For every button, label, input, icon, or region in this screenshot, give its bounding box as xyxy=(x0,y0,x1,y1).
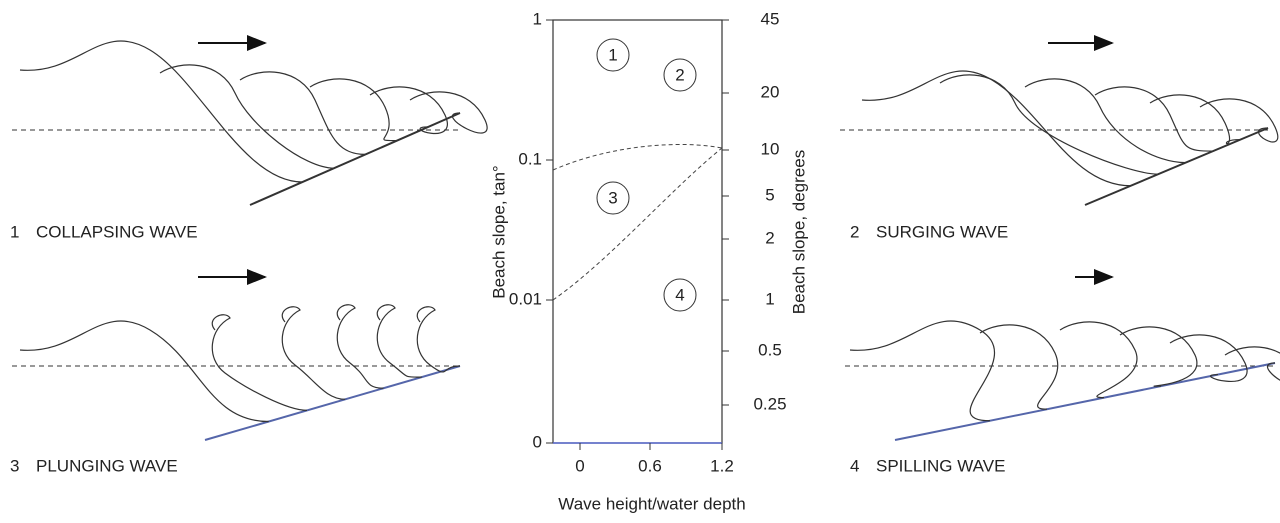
wave-profile xyxy=(19,40,303,183)
wave-profile xyxy=(1169,334,1248,382)
wave-profile xyxy=(849,320,995,422)
region-marker xyxy=(596,181,630,215)
wave-profile xyxy=(239,71,366,155)
wave-profile xyxy=(376,304,422,378)
y2-tick-label: 10 xyxy=(761,139,780,158)
y2-tick-label: 1 xyxy=(765,289,774,308)
y2-tick-label: 5 xyxy=(765,185,774,204)
wave-panel: 2 SURGING WAVE xyxy=(840,35,1279,241)
y2-tick-label: 45 xyxy=(761,9,780,28)
panel-label: PLUNGING WAVE xyxy=(36,456,178,475)
y2-tick-label: 0.25 xyxy=(753,394,786,413)
wave-profile xyxy=(1199,98,1279,143)
x-tick-label: 1.2 xyxy=(710,456,734,475)
panel-number: 3 xyxy=(10,456,19,475)
beach-line xyxy=(894,362,1276,441)
y2-axis-label: Beach slope, degrees xyxy=(789,150,808,314)
wave-panel: 1 COLLAPSING WAVE xyxy=(10,35,488,241)
y2-tick-label: 2 xyxy=(765,228,774,247)
panel-number: 2 xyxy=(850,222,859,241)
wave-profile xyxy=(336,304,384,389)
boundary-curve xyxy=(552,147,723,301)
panel-number: 1 xyxy=(10,222,19,241)
beach-line xyxy=(1084,127,1269,206)
y-tick-label: 0 xyxy=(533,432,542,451)
wave-profile xyxy=(939,74,1159,175)
beach-line xyxy=(249,112,461,206)
panel-number: 4 xyxy=(850,456,859,475)
x-tick-label: 0.6 xyxy=(638,456,662,475)
y-axis-label: Beach slope, tan° xyxy=(489,165,508,298)
region-label: 4 xyxy=(675,285,684,304)
wave-profile xyxy=(369,86,448,135)
region-label: 3 xyxy=(608,188,617,207)
y-tick-label: 0.01 xyxy=(509,289,542,308)
region-label: 2 xyxy=(675,65,684,84)
region-label: 1 xyxy=(608,45,617,64)
wave-profile xyxy=(1149,94,1241,145)
region-marker xyxy=(663,278,697,312)
wave-profile xyxy=(309,78,398,142)
region-marker xyxy=(663,58,697,92)
wave-profile xyxy=(1059,321,1138,399)
x-axis-label: Wave height/water depth xyxy=(558,494,745,513)
wave-profile xyxy=(19,320,269,423)
y2-tick-label: 20 xyxy=(761,82,780,101)
chart-frame xyxy=(552,19,723,444)
panel-label: COLLAPSING WAVE xyxy=(36,222,198,241)
region-marker xyxy=(596,38,630,72)
wave-profile xyxy=(211,314,308,411)
y2-tick-label: 0.5 xyxy=(758,340,782,359)
wave-profile xyxy=(159,64,335,169)
wave-profile xyxy=(979,324,1059,410)
beach-line xyxy=(204,365,461,441)
boundary-curve xyxy=(552,143,723,171)
wave-profile xyxy=(409,91,488,134)
wave-profile xyxy=(1224,346,1280,381)
wave-profile xyxy=(1119,326,1198,387)
chart: Beach slope, tan° Beach slope, degrees W… xyxy=(489,9,808,513)
wave-panel: 3 PLUNGING WAVE xyxy=(10,269,461,475)
panel-label: SPILLING WAVE xyxy=(876,456,1005,475)
wave-profile xyxy=(416,306,461,373)
wave-profile xyxy=(1024,78,1186,164)
y-tick-label: 0.1 xyxy=(518,149,542,168)
wave-profile xyxy=(281,306,346,400)
wave-profile xyxy=(861,70,1131,187)
wave-panel: 4 SPILLING WAVE xyxy=(845,269,1280,475)
panel-label: SURGING WAVE xyxy=(876,222,1008,241)
y-tick-label: 1 xyxy=(533,9,542,28)
x-tick-label: 0 xyxy=(575,456,584,475)
wave-profile xyxy=(1094,86,1214,152)
